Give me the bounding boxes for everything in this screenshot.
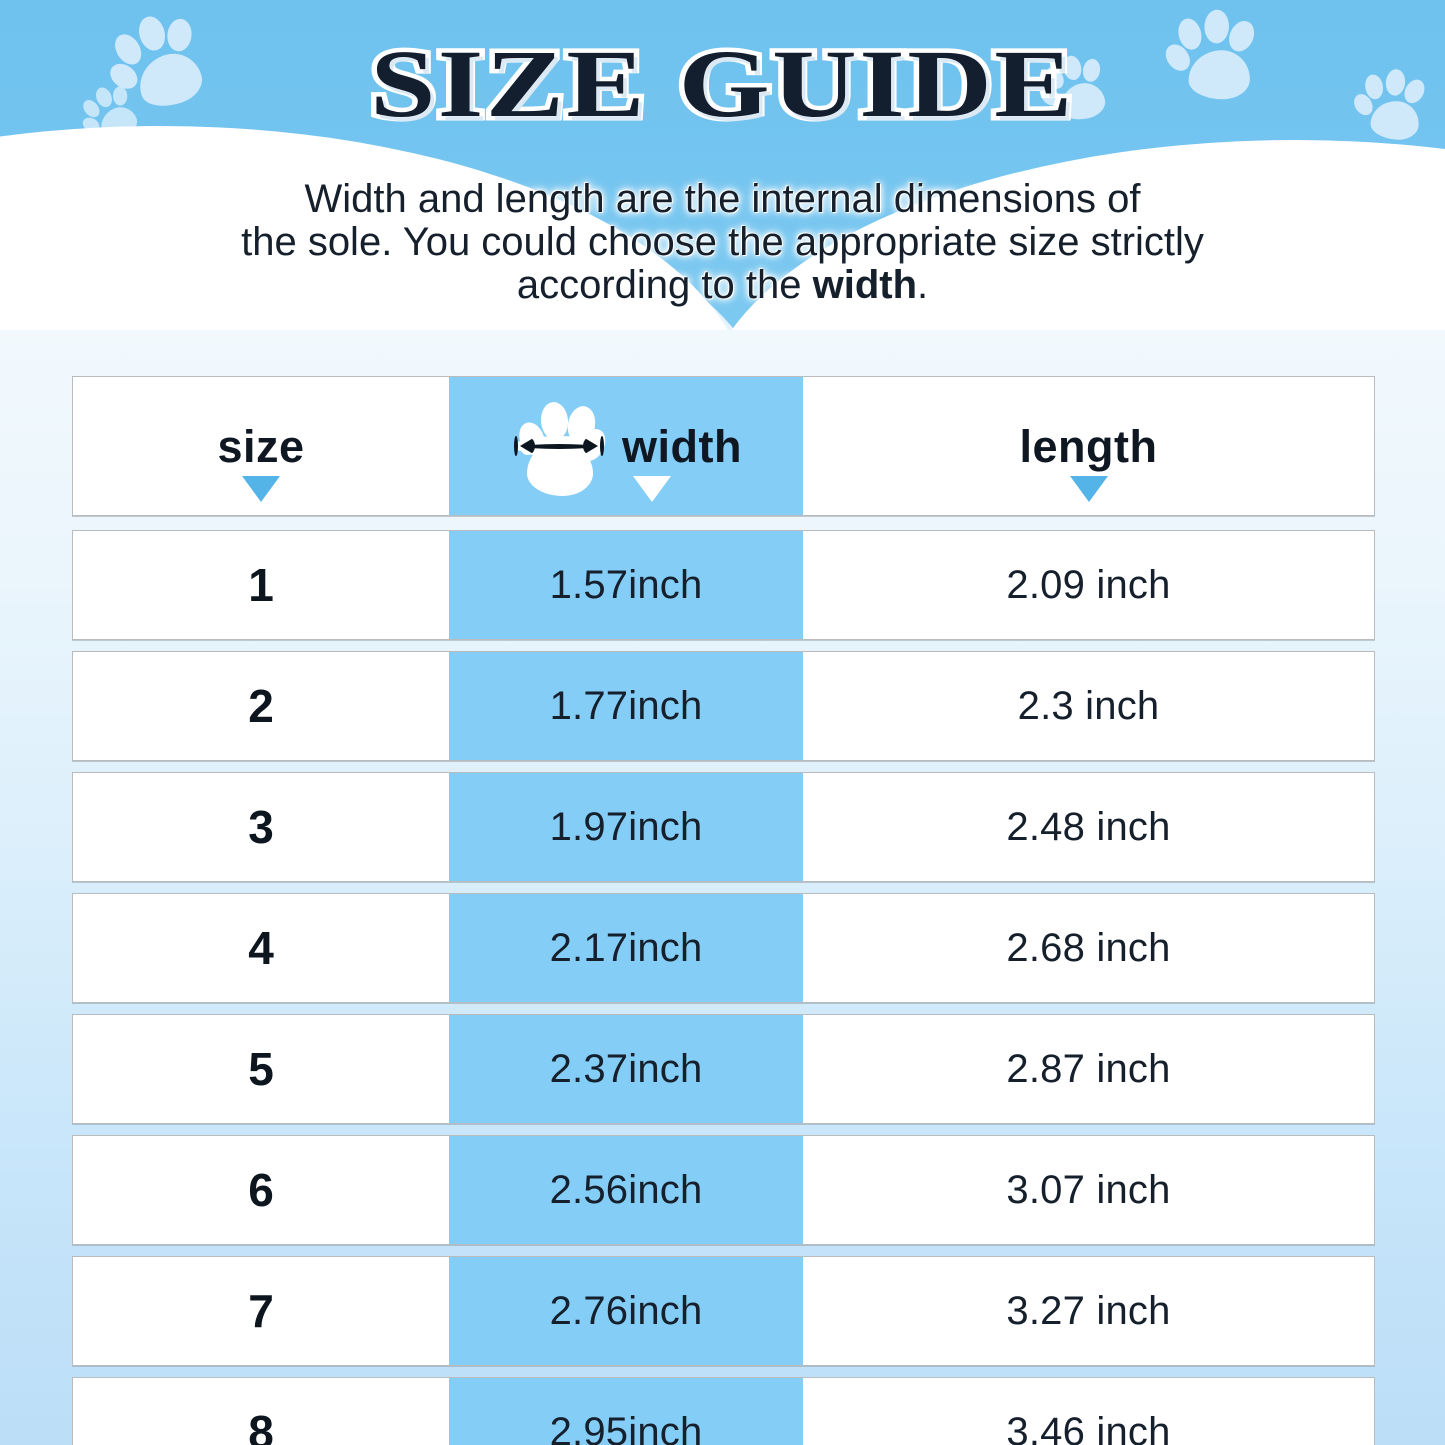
cell-size-value: 1 — [248, 559, 274, 611]
cell-size: 5 — [73, 1015, 449, 1123]
cell-length: 3.27 inch — [803, 1257, 1374, 1365]
cell-length: 2.87 inch — [803, 1015, 1374, 1123]
cell-size: 6 — [73, 1136, 449, 1244]
cell-length-value: 2.09 inch — [1006, 562, 1171, 607]
subtitle-line-3: according to the width. — [178, 264, 1268, 307]
column-header-length-label: length — [1019, 420, 1158, 472]
cell-size: 1 — [73, 531, 449, 639]
cell-width: 1.57inch — [449, 531, 803, 639]
cell-size: 7 — [73, 1257, 449, 1365]
cell-width: 2.37inch — [449, 1015, 803, 1123]
cell-width-value: 2.95inch — [549, 1409, 703, 1445]
subtitle-line-1: Width and length are the internal dimens… — [304, 177, 1141, 221]
table-row[interactable]: 4 2.17inch 2.68 inch — [72, 893, 1375, 1003]
cell-length: 2.09 inch — [803, 531, 1374, 639]
cell-length: 2.48 inch — [803, 773, 1374, 881]
cell-length-value: 3.46 inch — [1006, 1409, 1171, 1445]
cell-length-value: 3.27 inch — [1006, 1288, 1171, 1333]
cell-width: 2.17inch — [449, 894, 803, 1002]
cell-width: 2.95inch — [449, 1378, 803, 1445]
cell-length: 3.46 inch — [803, 1378, 1374, 1445]
cell-size-value: 4 — [248, 922, 274, 974]
cell-size-value: 2 — [248, 680, 274, 732]
cell-size: 8 — [73, 1378, 449, 1445]
cell-width-value: 2.56inch — [549, 1167, 703, 1212]
column-header-size[interactable]: size — [73, 377, 449, 515]
table-row[interactable]: 6 2.56inch 3.07 inch — [72, 1135, 1375, 1245]
table-row[interactable]: 5 2.37inch 2.87 inch — [72, 1014, 1375, 1124]
cell-length-value: 2.68 inch — [1006, 925, 1171, 970]
cell-width-value: 1.77inch — [549, 683, 703, 728]
cell-length: 2.68 inch — [803, 894, 1374, 1002]
cell-size-value: 8 — [248, 1406, 274, 1445]
subtitle-line-3-post: . — [917, 263, 929, 308]
paw-width-measure-icon — [510, 398, 611, 498]
triangle-down-icon-length — [1069, 476, 1108, 502]
cell-width-value: 1.57inch — [549, 562, 703, 607]
column-header-length[interactable]: length — [803, 377, 1374, 515]
cell-size-value: 6 — [248, 1164, 274, 1216]
cell-width: 1.77inch — [449, 652, 803, 760]
triangle-down-icon-size — [242, 476, 280, 502]
cell-length: 3.07 inch — [803, 1136, 1374, 1244]
column-header-size-label: size — [217, 420, 305, 472]
cell-width: 1.97inch — [449, 773, 803, 881]
cell-length: 2.3 inch — [803, 652, 1374, 760]
cell-size: 2 — [73, 652, 449, 760]
cell-length-value: 2.48 inch — [1006, 804, 1171, 849]
table-row[interactable]: 2 1.77inch 2.3 inch — [72, 651, 1375, 761]
column-header-length-inner: length — [1020, 424, 1158, 469]
width-arrow-icon — [514, 436, 605, 456]
size-table: size width — [72, 376, 1375, 1445]
table-row[interactable]: 1 1.57inch 2.09 inch — [72, 530, 1375, 640]
subtitle-line-3-pre: according to the — [516, 263, 813, 308]
cell-width-value: 2.76inch — [549, 1288, 703, 1333]
cell-size-value: 7 — [248, 1285, 274, 1337]
cell-width-value: 2.17inch — [549, 925, 703, 970]
header-banner — [0, 0, 1445, 330]
subtitle-text: Width and length are the internal dimens… — [178, 177, 1268, 308]
table-row[interactable]: 7 2.76inch 3.27 inch — [72, 1256, 1375, 1366]
cell-length-value: 2.3 inch — [1017, 683, 1160, 728]
cell-width-value: 2.37inch — [549, 1046, 703, 1091]
table-header-row: size width — [72, 376, 1375, 516]
cell-width: 2.76inch — [449, 1257, 803, 1365]
table-row[interactable]: 3 1.97inch 2.48 inch — [72, 772, 1375, 882]
subtitle-emphasis-width: width — [812, 263, 918, 308]
column-header-size-inner: size — [217, 424, 304, 469]
cell-length-value: 3.07 inch — [1006, 1167, 1171, 1212]
cell-size-value: 5 — [248, 1043, 274, 1095]
cell-size-value: 3 — [248, 801, 274, 853]
cell-width: 2.56inch — [449, 1136, 803, 1244]
column-header-width-inner: width — [510, 394, 742, 498]
cell-size: 4 — [73, 894, 449, 1002]
cell-size: 3 — [73, 773, 449, 881]
table-row[interactable]: 8 2.95inch 3.46 inch — [72, 1377, 1375, 1445]
column-header-width[interactable]: width — [449, 377, 803, 515]
column-header-width-label: width — [622, 420, 742, 472]
page-title: SIZE GUIDE — [365, 26, 1078, 142]
cell-width-value: 1.97inch — [549, 804, 703, 849]
triangle-down-icon-width — [633, 476, 671, 502]
subtitle-line-2: the sole. You could choose the appropria… — [241, 220, 1204, 265]
cell-length-value: 2.87 inch — [1006, 1046, 1171, 1091]
